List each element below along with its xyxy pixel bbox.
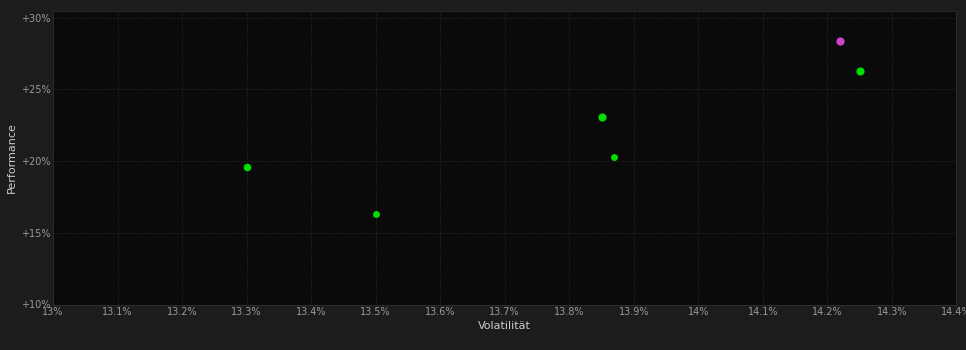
Point: [852, 68, 867, 74]
Point: [594, 114, 610, 119]
Y-axis label: Performance: Performance: [7, 122, 16, 193]
Point: [368, 211, 384, 217]
Point: [833, 38, 848, 43]
Point: [607, 154, 622, 160]
Point: [239, 164, 254, 170]
X-axis label: Volatilität: Volatilität: [478, 321, 531, 331]
